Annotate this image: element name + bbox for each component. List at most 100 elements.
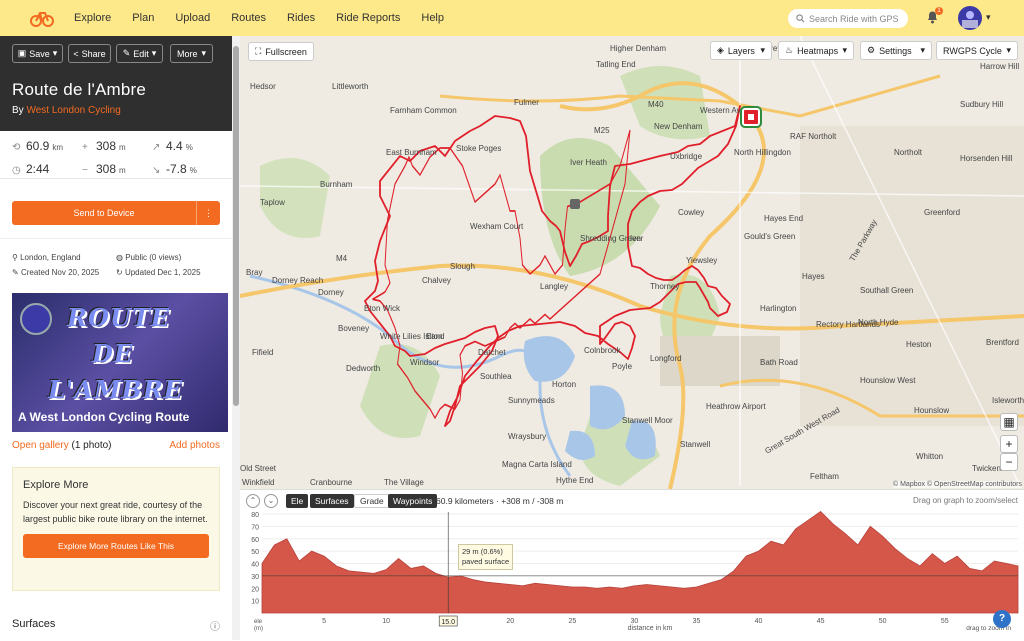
x-tick-label: 5	[322, 618, 326, 625]
pencil-icon: ✎	[12, 268, 19, 277]
x-tick-label: 20	[506, 618, 514, 625]
nav-routes[interactable]: Routes	[231, 12, 267, 24]
minus-icon: −	[82, 164, 88, 176]
route-line[interactable]	[240, 36, 1024, 489]
nav-plan[interactable]: Plan	[132, 12, 155, 24]
y-tick-label: 20	[251, 586, 259, 593]
pin-icon: ⚲	[12, 253, 18, 262]
meta-visibility: ◍ Public (0 views)	[116, 253, 182, 262]
settings-button[interactable]: ⚙ Settings ▾	[860, 41, 932, 60]
zoom-hint: drag to zoom in	[966, 625, 1011, 632]
chevron-down-icon[interactable]: ▾	[986, 12, 991, 22]
route-meta: ⚲ London, England ◍ Public (0 views) ✎ C…	[0, 238, 232, 277]
elevation-panel: ⌃ ⌄ Ele Surfaces Grade Waypoints 60.9 ki…	[240, 489, 1024, 640]
author-link[interactable]: West London Cycling	[26, 105, 121, 116]
stat-grade-up: ↗ 4.4%	[152, 139, 193, 153]
explore-more-button[interactable]: Explore More Routes Like This	[23, 534, 209, 558]
elevation-chart[interactable]: 10 20 30 40 50 60 70 80 5 10 20 25 30 35 40 45 50 55 15.0 e…	[240, 490, 1024, 641]
add-photos-link[interactable]: Add photos	[169, 440, 220, 451]
tab-waypoints[interactable]: Waypoints	[388, 494, 438, 508]
sidebar-scrollbar[interactable]	[232, 36, 240, 640]
fullscreen-button[interactable]: ⛶ Fullscreen	[248, 42, 314, 61]
layers-button[interactable]: ◈ Layers ▾	[710, 41, 772, 60]
x-tick-label: 35	[693, 618, 701, 625]
refresh-icon: ↻	[116, 268, 123, 277]
chevron-down-icon: ▾	[842, 45, 847, 55]
x-axis-label: distance in km	[628, 625, 673, 632]
meta-created: ✎ Created Nov 20, 2025	[12, 268, 100, 277]
zoom-in-button[interactable]: +	[1000, 435, 1018, 453]
stat-distance: ⟲ 60.9 km	[12, 139, 64, 153]
tab-ele[interactable]: Ele	[286, 494, 309, 508]
x-tick-label: 10	[382, 618, 390, 625]
elevation-tooltip: 29 m (0.6%) paved surface	[458, 544, 514, 570]
nav-help[interactable]: Help	[421, 12, 444, 24]
nav-rides[interactable]: Rides	[287, 12, 316, 24]
start-marker-icon[interactable]	[742, 108, 760, 126]
nav-upload[interactable]: Upload	[175, 12, 211, 24]
help-icon[interactable]: ?	[993, 610, 1011, 628]
y-tick-label: 40	[251, 562, 259, 569]
map-legend-icon[interactable]: ▦	[1000, 413, 1018, 431]
clock-icon: ◷	[12, 164, 21, 176]
edit-button[interactable]: ✎ Edit ▾	[116, 44, 163, 63]
stat-grade-down: ↘ -7.8%	[152, 161, 197, 176]
cursor-x-box	[438, 615, 458, 627]
route-map[interactable]: Hedsor Littleworth Higher Denham Harefie…	[240, 36, 1024, 489]
x-tick-label: 30	[631, 618, 639, 625]
share-button[interactable]: < Share	[68, 44, 111, 63]
y-tick-label: 80	[251, 512, 259, 519]
rwgps-logo-icon[interactable]	[30, 6, 54, 30]
nav-explore[interactable]: Explore	[74, 12, 112, 24]
chevron-down-icon: ▾	[920, 45, 925, 55]
bell-icon[interactable]	[926, 10, 939, 24]
share-icon: <	[73, 48, 79, 59]
y-tick-label: 60	[251, 537, 259, 544]
map-style-select[interactable]: RWGPS Cycle ▾	[936, 41, 1018, 60]
collapse-up-icon[interactable]: ⌃	[246, 494, 260, 508]
globe-icon: ◍	[116, 253, 123, 262]
open-gallery-link[interactable]: Open gallery	[12, 440, 69, 451]
notification-badge: 1	[935, 7, 943, 15]
waypoint-marker-icon[interactable]	[570, 199, 580, 209]
expand-icon: ⛶	[255, 46, 262, 56]
more-button[interactable]: More ▾	[170, 44, 213, 63]
search-input[interactable]: Search Ride with GPS	[788, 9, 908, 28]
zoom-out-button[interactable]: −	[1000, 453, 1018, 471]
collapse-down-icon[interactable]: ⌄	[264, 494, 278, 508]
club-logo-icon	[20, 303, 52, 335]
surfaces-section: Surfaces ⓘ	[12, 618, 220, 633]
y-tick-label: 30	[251, 574, 259, 581]
route-photo[interactable]: ROUTE DE L'AMBRE A West London Cycling R…	[12, 293, 228, 432]
explore-title: Explore More	[23, 479, 89, 491]
chevron-down-icon: ▾	[151, 48, 157, 58]
route-sidebar: ▣ Save ▾ < Share ✎ Edit ▾ More ▾ Route de l'Am…	[0, 36, 232, 640]
x-tick-label: 45	[817, 618, 825, 625]
nav-ride-reports[interactable]: Ride Reports	[336, 12, 401, 24]
pencil-icon: ✎	[122, 48, 131, 58]
flame-icon: ♨	[785, 45, 794, 55]
heatmaps-button[interactable]: ♨ Heatmaps ▾	[778, 41, 854, 60]
cursor-x-label: 15.0	[441, 619, 455, 626]
avatar[interactable]	[958, 6, 982, 30]
top-nav-bar: Explore Plan Upload Routes Rides Ride Re…	[0, 0, 1024, 36]
save-button[interactable]: ▣ Save ▾	[12, 44, 63, 63]
gear-icon: ⚙	[867, 45, 876, 55]
stat-loss: −308 m	[82, 161, 126, 176]
x-tick-label: 40	[755, 618, 763, 625]
chevron-down-icon: ▾	[52, 48, 58, 58]
info-icon[interactable]: ⓘ	[210, 622, 220, 633]
save-icon: ▣	[17, 48, 27, 58]
elevation-area	[261, 511, 1019, 614]
chevron-down-icon: ▾	[760, 45, 765, 55]
meta-updated: ↻ Updated Dec 1, 2025	[116, 268, 201, 277]
tab-grade[interactable]: Grade	[354, 494, 390, 508]
search-placeholder: Search Ride with GPS	[809, 13, 899, 24]
more-options-icon[interactable]: ⋮	[196, 201, 220, 225]
chevron-down-icon: ▾	[1006, 45, 1011, 55]
y-tick-label: 70	[251, 524, 259, 531]
tab-surfaces[interactable]: Surfaces	[310, 494, 354, 508]
map-canvas	[240, 36, 1024, 489]
route-toolbar: ▣ Save ▾ < Share ✎ Edit ▾ More ▾	[12, 44, 220, 63]
send-to-device-button[interactable]: Send to Device ⋮	[12, 201, 220, 225]
